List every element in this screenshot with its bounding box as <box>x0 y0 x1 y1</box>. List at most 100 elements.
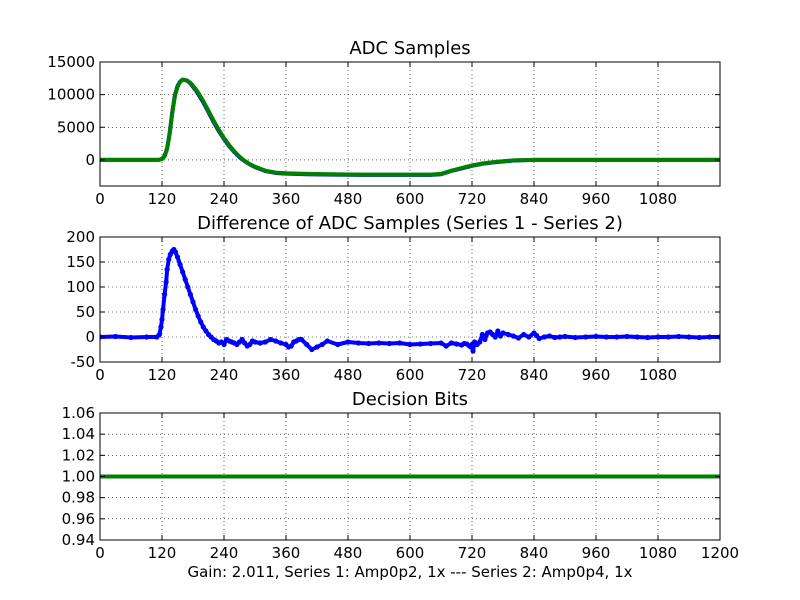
x-tick-label: 1200 <box>701 544 739 562</box>
x-tick-label: 600 <box>396 544 425 562</box>
data-point <box>515 335 522 341</box>
y-tick-label: 1.04 <box>62 425 95 443</box>
data-point <box>492 334 498 340</box>
data-point <box>603 334 609 340</box>
data-point <box>634 334 640 340</box>
data-point <box>479 331 485 338</box>
data-point <box>267 336 274 343</box>
data-point <box>163 279 169 285</box>
data-point <box>128 334 134 341</box>
data-point <box>407 341 413 348</box>
data-point <box>158 324 164 330</box>
data-point <box>477 339 483 345</box>
data-point <box>288 343 294 349</box>
x-tick-label: 840 <box>520 190 549 208</box>
data-point <box>521 331 527 338</box>
x-tick-label: 960 <box>582 544 611 562</box>
y-tick-label: 10000 <box>47 86 95 104</box>
x-tick-label: 600 <box>396 366 425 384</box>
data-point <box>438 340 444 346</box>
data-point <box>696 334 702 341</box>
x-tick-label: 0 <box>95 544 105 562</box>
data-point <box>526 334 532 340</box>
x-tick-label: 0 <box>95 190 105 208</box>
x-tick-label: 0 <box>95 366 105 384</box>
y-tick-label: 150 <box>66 253 95 271</box>
data-point <box>376 340 382 346</box>
series-line <box>100 77 720 177</box>
x-tick-label: 360 <box>272 190 301 208</box>
x-tick-label: 840 <box>520 544 549 562</box>
data-point <box>624 333 630 340</box>
data-point <box>428 340 434 347</box>
series-series-1-series-2 <box>100 246 720 354</box>
data-point <box>335 341 341 348</box>
data-point <box>557 334 563 340</box>
data-point <box>304 341 310 348</box>
decision-bits-panel: Decision Bits 0 120 240 360 480 600 720 840 960 10… <box>62 389 740 562</box>
x-tick-label: 120 <box>148 190 177 208</box>
x-tick-label: 120 <box>148 544 177 562</box>
data-point <box>185 284 191 290</box>
data-point <box>273 338 279 344</box>
x-tick-label: 1080 <box>639 190 677 208</box>
data-point <box>172 249 179 255</box>
data-point <box>174 254 181 260</box>
data-point <box>192 306 199 313</box>
y-tick-label: 0.96 <box>62 510 95 528</box>
chart-title: ADC Samples <box>349 38 470 59</box>
data-point <box>572 334 578 341</box>
data-point <box>345 339 351 345</box>
x-tick-label: 720 <box>458 366 487 384</box>
data-point <box>324 338 330 344</box>
data-point <box>278 340 284 346</box>
data-point <box>190 299 196 305</box>
data-point <box>161 291 168 298</box>
data-point <box>143 334 150 340</box>
data-point <box>505 331 511 338</box>
data-point <box>164 266 170 273</box>
y-tick-label: 0 <box>85 328 95 346</box>
data-point <box>546 333 553 339</box>
data-point <box>593 333 599 340</box>
x-tick-label: 240 <box>210 366 239 384</box>
data-point <box>156 331 163 338</box>
x-tick-label: 600 <box>396 190 425 208</box>
data-point <box>262 339 268 345</box>
data-point <box>159 316 165 323</box>
data-point <box>495 328 501 334</box>
data-point <box>166 256 172 263</box>
x-tick-label: 840 <box>520 366 549 384</box>
difference-panel: Difference of ADC Samples (Series 1 - Se… <box>66 213 721 384</box>
data-point <box>252 339 258 345</box>
x-tick-label: 480 <box>334 544 363 562</box>
data-point <box>443 343 449 349</box>
data-point <box>386 340 392 347</box>
y-tick-label: 0.98 <box>62 489 95 507</box>
data-point <box>397 340 403 346</box>
data-point <box>536 335 542 342</box>
data-point <box>665 334 671 340</box>
data-point <box>200 324 206 330</box>
y-tick-label: 0.94 <box>62 531 95 549</box>
data-point <box>314 344 320 350</box>
data-point <box>453 341 460 347</box>
data-point <box>355 340 361 346</box>
y-tick-label: 100 <box>66 278 95 296</box>
x-tick-label: 960 <box>582 366 611 384</box>
chart-title: Decision Bits <box>352 389 468 410</box>
y-tick-label: 1.02 <box>62 446 95 464</box>
data-point <box>510 333 516 339</box>
data-point <box>645 334 651 341</box>
x-tick-label: 480 <box>334 366 363 384</box>
data-point <box>198 319 204 325</box>
data-point <box>707 334 713 340</box>
y-tick-label: 1.00 <box>62 468 95 486</box>
data-point <box>195 313 201 319</box>
data-point <box>309 346 315 353</box>
figure-caption: Gain: 2.011, Series 1: Amp0p2, 1x --- Se… <box>187 563 632 581</box>
data-point <box>676 333 682 340</box>
data-point <box>470 348 476 354</box>
y-tick-label: 5000 <box>57 118 95 136</box>
chart-title: Difference of ADC Samples (Series 1 - Se… <box>197 213 623 234</box>
